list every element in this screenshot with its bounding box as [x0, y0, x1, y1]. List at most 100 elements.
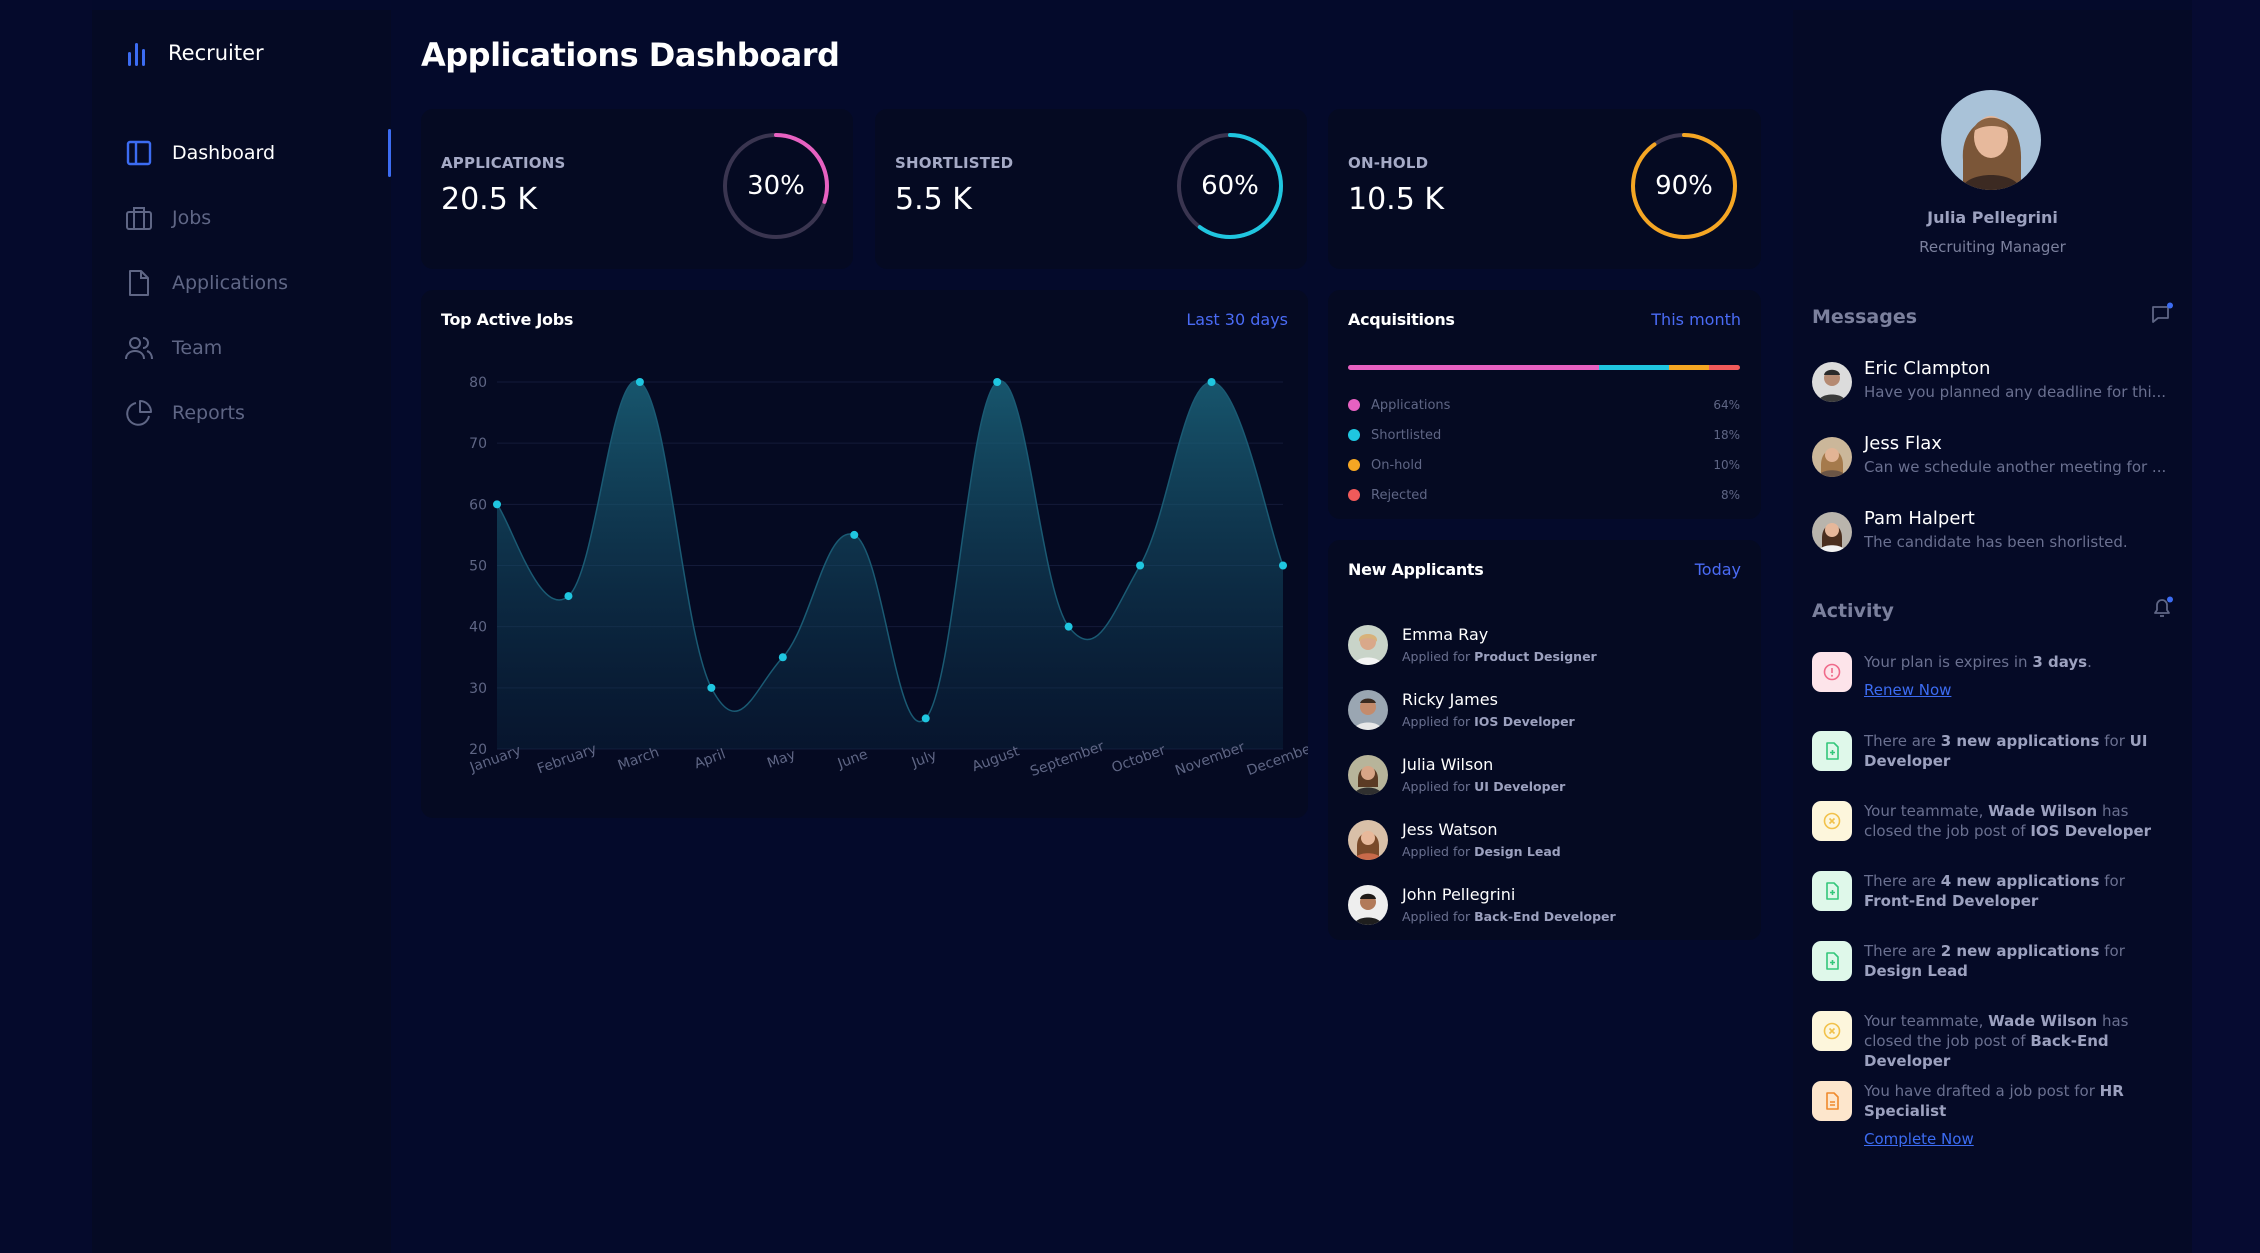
chat-icon[interactable] [2150, 302, 2174, 326]
list-item[interactable]: Emma Ray Applied for Product Designer [1348, 612, 1748, 677]
range-selector[interactable]: This month [1651, 310, 1741, 329]
sidebar-item-reports[interactable]: Reports [92, 380, 391, 445]
applicant-role: Applied for UI Developer [1402, 779, 1566, 794]
data-point[interactable] [1064, 622, 1073, 631]
range-selector[interactable]: Last 30 days [1186, 310, 1288, 329]
applicant-name: Jess Watson [1402, 820, 1498, 839]
complete-now-link[interactable]: Complete Now [1864, 1130, 1974, 1148]
activity-text: There are 3 new applications for UI Deve… [1864, 732, 2148, 770]
data-point[interactable] [778, 653, 787, 662]
list-item[interactable]: John Pellegrini Applied for Back-End Dev… [1348, 872, 1748, 937]
sidebar-item-label: Team [172, 336, 223, 359]
sidebar-item-jobs[interactable]: Jobs [92, 185, 391, 250]
progress-percent: 60% [1201, 171, 1259, 201]
users-icon [124, 333, 154, 363]
legend-dot [1348, 489, 1360, 501]
brand[interactable]: Recruiter [126, 40, 264, 66]
progress-ring [1177, 133, 1283, 239]
stat-card-shortlisted[interactable]: SHORTLISTED 5.5 K 60% [875, 109, 1307, 269]
dashboard-icon [124, 138, 154, 168]
y-tick-label: 40 [469, 620, 487, 636]
y-tick-label: 70 [469, 436, 487, 452]
data-point[interactable] [707, 683, 716, 692]
page-title: Applications Dashboard [421, 36, 840, 74]
sender-name: Pam Halpert [1864, 508, 1975, 529]
stat-label: APPLICATIONS [441, 154, 566, 172]
activity-item[interactable]: Your plan is expires in 3 days. Renew No… [1812, 652, 2174, 700]
file-plus-icon [1812, 871, 1852, 911]
acquisitions-card: Acquisitions This month Applications 64%… [1328, 290, 1761, 519]
activity-item[interactable]: There are 2 new applications for Design … [1812, 941, 2174, 981]
progress-percent: 90% [1655, 171, 1713, 201]
legend-dot [1348, 459, 1360, 471]
list-item[interactable]: Jess Watson Applied for Design Lead [1348, 807, 1748, 872]
activity-title: Activity [1812, 600, 1894, 622]
avatar [1348, 819, 1388, 860]
legend-item: Applications 64% [1348, 390, 1740, 420]
message-item[interactable]: Jess Flax Can we schedule another meetin… [1812, 433, 2174, 477]
data-point[interactable] [493, 500, 501, 509]
legend-value: 64% [1713, 398, 1740, 412]
y-tick-label: 60 [469, 497, 487, 513]
message-preview: Can we schedule another meeting for ... [1864, 458, 2167, 476]
data-point[interactable] [635, 378, 644, 386]
stat-card-on-hold[interactable]: ON-HOLD 10.5 K 90% [1328, 109, 1761, 269]
applicant-role: Applied for Design Lead [1402, 844, 1561, 859]
sender-name: Jess Flax [1864, 433, 1942, 454]
list-item[interactable]: Julia Wilson Applied for UI Developer [1348, 742, 1748, 807]
sidebar-item-dashboard[interactable]: Dashboard [92, 120, 391, 185]
y-tick-label: 50 [469, 559, 487, 575]
data-point[interactable] [564, 592, 573, 601]
list-item[interactable]: Ricky James Applied for IOS Developer [1348, 677, 1748, 742]
data-point[interactable] [850, 530, 859, 539]
legend-dot [1348, 429, 1360, 441]
sidebar-item-applications[interactable]: Applications [92, 250, 391, 315]
legend-label: On-hold [1371, 457, 1423, 473]
series-area [497, 380, 1283, 749]
data-point[interactable] [993, 378, 1002, 386]
avatar [1812, 362, 1852, 402]
y-tick-label: 20 [469, 742, 487, 758]
activity-item[interactable]: Your teammate, Wade Wilson has closed th… [1812, 1011, 2174, 1071]
applicant-name: Emma Ray [1402, 625, 1489, 644]
applicant-role: Applied for Product Designer [1402, 649, 1597, 664]
progress-ring [723, 133, 829, 239]
activity-text: Your plan is expires in 3 days. Renew No… [1864, 653, 2092, 699]
y-tick-label: 30 [469, 681, 487, 697]
file-plus-icon [1812, 731, 1852, 771]
renew-now-link[interactable]: Renew Now [1864, 681, 1952, 699]
avatar [1348, 624, 1388, 665]
card-title: Top Active Jobs [441, 310, 574, 329]
activity-item[interactable]: There are 4 new applications for Front-E… [1812, 871, 2174, 911]
sidebar-item-team[interactable]: Team [92, 315, 391, 380]
legend-value: 8% [1720, 488, 1740, 502]
file-edit-icon [1812, 1081, 1852, 1121]
activity-item[interactable]: There are 3 new applications for UI Deve… [1812, 731, 2174, 771]
activity-text: There are 4 new applications for Front-E… [1864, 872, 2125, 910]
applicant-name: Ricky James [1402, 690, 1498, 709]
legend-item: Shortlisted 18% [1348, 420, 1740, 450]
applicant-name: Julia Wilson [1402, 755, 1494, 774]
acquisitions-legend: Applications 64% Shortlisted 18% On-hold… [1348, 390, 1740, 510]
activity-item[interactable]: Your teammate, Wade Wilson has closed th… [1812, 801, 2174, 841]
brand-name: Recruiter [168, 41, 264, 65]
data-point[interactable] [1279, 561, 1287, 570]
activity-text: Your teammate, Wade Wilson has closed th… [1864, 1012, 2129, 1070]
range-selector[interactable]: Today [1694, 560, 1741, 579]
stat-label: SHORTLISTED [895, 154, 1014, 172]
bell-icon[interactable] [2150, 596, 2174, 620]
message-item[interactable]: Eric Clampton Have you planned any deadl… [1812, 358, 2174, 402]
activity-item[interactable]: You have drafted a job post for HR Speci… [1812, 1081, 2174, 1149]
profile-avatar[interactable] [1941, 90, 2041, 190]
activity-text: You have drafted a job post for HR Speci… [1864, 1081, 2174, 1149]
data-point[interactable] [1136, 561, 1145, 570]
sender-name: Eric Clampton [1864, 358, 1991, 379]
x-tick-label: July [909, 747, 939, 771]
message-item[interactable]: Pam Halpert The candidate has been shorl… [1812, 508, 2174, 552]
applicant-name: John Pellegrini [1402, 885, 1516, 904]
stat-card-applications[interactable]: APPLICATIONS 20.5 K 30% [421, 109, 853, 269]
file-plus-icon [1812, 941, 1852, 981]
activity-text: Your teammate, Wade Wilson has closed th… [1864, 802, 2152, 840]
data-point[interactable] [1207, 378, 1216, 386]
data-point[interactable] [921, 714, 930, 723]
